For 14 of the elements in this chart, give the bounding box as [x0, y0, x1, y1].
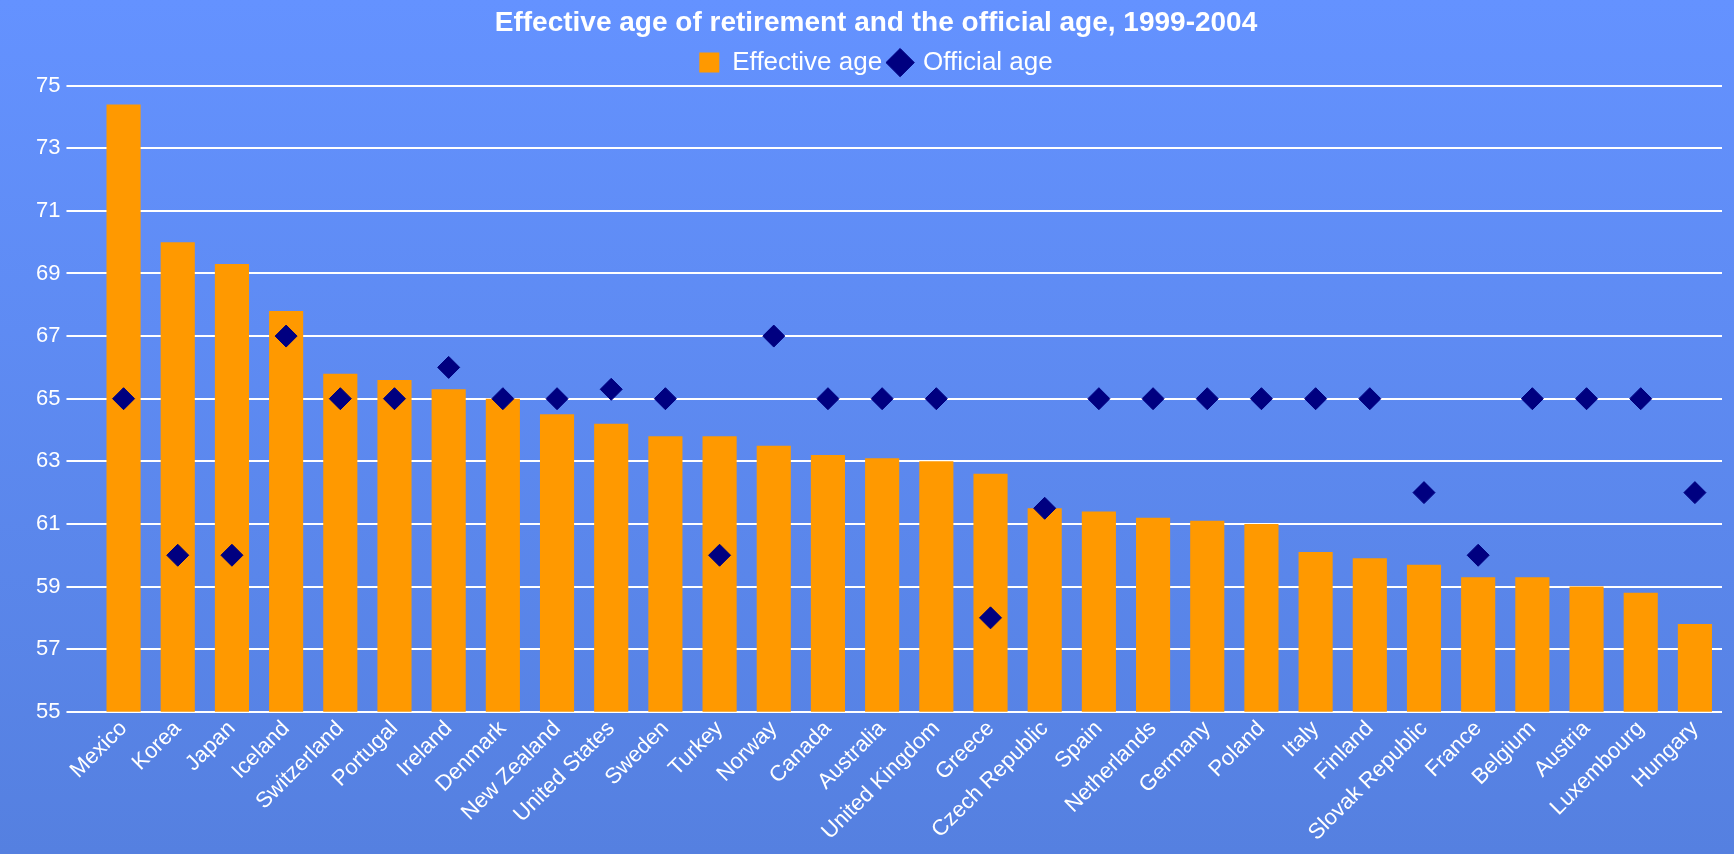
- chart-title: Effective age of retirement and the official age, 1999-2004: [494, 5, 1258, 37]
- y-tick-label: 55: [35, 697, 61, 723]
- y-tick-label: 57: [35, 635, 61, 661]
- y-tick-label: 61: [35, 509, 61, 535]
- y-tick-label: 59: [35, 572, 61, 598]
- legend-label: Effective age: [732, 45, 883, 76]
- y-tick-label: 75: [35, 71, 61, 97]
- y-tick-label: 63: [35, 447, 61, 473]
- y-tick-label: 67: [35, 322, 61, 348]
- y-tick-label: 65: [35, 384, 61, 410]
- y-tick-label: 71: [35, 196, 61, 222]
- y-tick-label: 73: [35, 134, 61, 160]
- legend-label: Official age: [923, 45, 1053, 76]
- y-tick-label: 69: [35, 259, 61, 285]
